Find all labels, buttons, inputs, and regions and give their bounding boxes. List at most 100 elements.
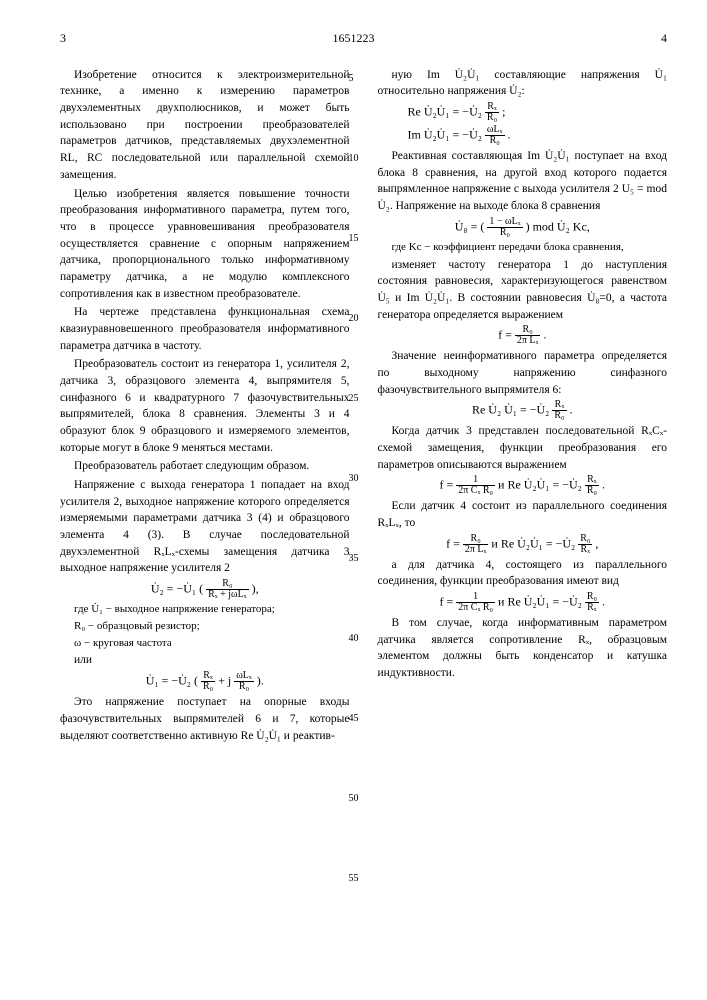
page-num-right: 4	[661, 30, 667, 47]
denominator: R₀	[585, 486, 599, 496]
formula-re2: Re U̇₂ U̇₁ = −U̇₂ Rₓ R₀ .	[378, 400, 668, 421]
document-number: 1651223	[333, 30, 375, 47]
formula-text: .	[570, 403, 573, 417]
paragraph: Значение неинформативного параметра опре…	[378, 348, 668, 398]
denominator: 2π Lₓ	[515, 336, 541, 346]
formula-text: ,	[595, 536, 598, 550]
denominator: R₀	[201, 682, 215, 692]
formula-text: U̇₁ = −U̇₂ (	[146, 673, 198, 687]
fraction: 1 2π Cₓ R₀	[456, 475, 495, 496]
line-marker: 25	[349, 392, 359, 406]
denominator: Rₓ	[585, 603, 599, 613]
formula-text: .	[543, 328, 546, 342]
where-clause: R₀ − образцовый резистор;	[60, 619, 350, 634]
line-number-gutter: 510152025303540455055	[349, 72, 359, 952]
line-marker: 10	[349, 152, 359, 166]
fraction: Rₓ R₀	[585, 475, 599, 496]
paragraph: В том случае, когда информативным параме…	[378, 615, 668, 682]
fraction: ωLₓ R₀	[485, 125, 505, 146]
formula-u1: U̇₁ = −U̇₂ ( Rₓ R₀ + j ωLₓ R₀ ).	[60, 671, 350, 692]
denominator: 2π Lₓ	[463, 545, 489, 555]
paragraph: Реактивная составляющая Im U̇₂U̇₁ поступ…	[378, 148, 668, 215]
formula-f3: f = R₀ 2π Lₓ и Re U̇₂U̇₁ = −U̇₂ R₀ Rₓ ,	[378, 534, 668, 555]
paragraph: Целью изобретения является повышение точ…	[60, 186, 350, 303]
line-marker: 40	[349, 632, 359, 646]
denominator: Rₓ	[578, 545, 592, 555]
paragraph: Это напряжение поступает на опорные вход…	[60, 694, 350, 744]
line-marker: 50	[349, 792, 359, 806]
paragraph: Изобретение относится к электроизмерител…	[60, 67, 350, 184]
fraction: R₀ Rₓ	[578, 534, 592, 555]
fraction: Rₓ R₀	[485, 102, 499, 123]
formula-text: .	[602, 478, 605, 492]
line-marker: 5	[349, 72, 359, 86]
right-column: ную Im U̇₂U̇₁ составляющие напряжения U̇…	[378, 67, 668, 746]
left-column: Изобретение относится к электроизмерител…	[60, 67, 350, 746]
paragraph: Напряжение с выхода генератора 1 попадае…	[60, 477, 350, 577]
formula-text: f =	[439, 478, 456, 492]
line-marker: 55	[349, 872, 359, 886]
page-num-left: 3	[60, 30, 66, 47]
where-clause: где Kс − коэффициент передачи блока срав…	[378, 240, 668, 255]
formula-f1: f = R₀ 2π Lₓ .	[378, 325, 668, 346]
formula-text: и Re U̇₂U̇₁ = −U̇₂	[498, 478, 585, 492]
paragraph: ную Im U̇₂U̇₁ составляющие напряжения U̇…	[378, 67, 668, 100]
formula-text: ).	[257, 673, 264, 687]
paragraph: или	[60, 652, 350, 669]
fraction: R₀ Rₓ	[585, 592, 599, 613]
formula-text: f =	[446, 536, 463, 550]
paragraph: Преобразователь состоит из генератора 1,…	[60, 356, 350, 456]
formula-text: Re U̇₂ U̇₁ = −U̇₂	[472, 403, 552, 417]
formula-f2: f = 1 2π Cₓ R₀ и Re U̇₂U̇₁ = −U̇₂ Rₓ R₀ …	[378, 475, 668, 496]
denominator: Rₓ + jωLₓ	[206, 590, 249, 600]
where-clause: где U̇₁ − выходное напряжение генератора…	[60, 602, 350, 617]
fraction: Rₓ R₀	[552, 400, 566, 421]
formula-f4: f = 1 2π Cₓ R₀ и Re U̇₂U̇₁ = −U̇₂ R₀ Rₓ …	[378, 592, 668, 613]
line-marker: 30	[349, 472, 359, 486]
line-marker: 15	[349, 232, 359, 246]
paragraph: Если датчик 4 состоит из параллельного с…	[378, 498, 668, 531]
line-marker: 20	[349, 312, 359, 326]
denominator: R₀	[485, 136, 505, 146]
formula-u8: U̇₈ = ( 1 − ωLₓ R₀ ) mod U̇₂ Kс,	[378, 217, 668, 238]
formula-text: Im U̇₂U̇₁ = −U̇₂	[408, 127, 485, 141]
denominator: R₀	[485, 113, 499, 123]
formula-text: + j	[218, 673, 231, 687]
formula-text: f =	[498, 328, 515, 342]
page-body: 3 4 1651223 510152025303540455055 Изобре…	[0, 0, 707, 766]
formula-text: ;	[502, 104, 505, 118]
formula-text: и Re U̇₂U̇₁ = −U̇₂	[498, 594, 585, 608]
denominator: R₀	[234, 682, 254, 692]
formula-text: Re U̇₂U̇₁ = −U̇₂	[408, 104, 485, 118]
formula-text: f =	[439, 594, 456, 608]
two-column-layout: Изобретение относится к электроизмерител…	[60, 67, 667, 746]
formula-re: Re U̇₂U̇₁ = −U̇₂ Rₓ R₀ ;	[378, 102, 668, 123]
formula-im: Im U̇₂U̇₁ = −U̇₂ ωLₓ R₀ .	[378, 125, 668, 146]
denominator: R₀	[552, 411, 566, 421]
fraction: ωLₓ R₀	[234, 671, 254, 692]
where-clause: ω − круговая частота	[60, 636, 350, 651]
formula-text: .	[508, 127, 511, 141]
formula-text: U̇₈ = (	[455, 219, 485, 233]
paragraph: Когда датчик 3 представлен последователь…	[378, 423, 668, 473]
paragraph: изменяет частоту генератора 1 до наступл…	[378, 257, 668, 324]
fraction: 1 2π Cₓ R₀	[456, 592, 495, 613]
fraction: R₀ 2π Lₓ	[515, 325, 541, 346]
formula-text: ) mod U̇₂ Kс,	[526, 219, 590, 233]
denominator: 2π Cₓ R₀	[456, 486, 495, 496]
formula-text: ),	[252, 581, 259, 595]
fraction: R₀ Rₓ + jωLₓ	[206, 579, 249, 600]
fraction: 1 − ωLₓ R₀	[487, 217, 522, 238]
formula-text: и Re U̇₂U̇₁ = −U̇₂	[491, 536, 578, 550]
paragraph: а для датчика 4, состоящего из параллель…	[378, 557, 668, 590]
line-marker: 45	[349, 712, 359, 726]
paragraph: Преобразователь работает следующим образ…	[60, 458, 350, 475]
denominator: R₀	[487, 228, 522, 238]
fraction: R₀ 2π Lₓ	[463, 534, 489, 555]
fraction: Rₓ R₀	[201, 671, 215, 692]
formula-text: .	[602, 594, 605, 608]
denominator: 2π Cₓ R₀	[456, 603, 495, 613]
paragraph: На чертеже представлена функциональная с…	[60, 304, 350, 354]
formula-text: U̇₂ = −U̇₁ (	[151, 581, 203, 595]
formula-u2: U̇₂ = −U̇₁ ( R₀ Rₓ + jωLₓ ),	[60, 579, 350, 600]
